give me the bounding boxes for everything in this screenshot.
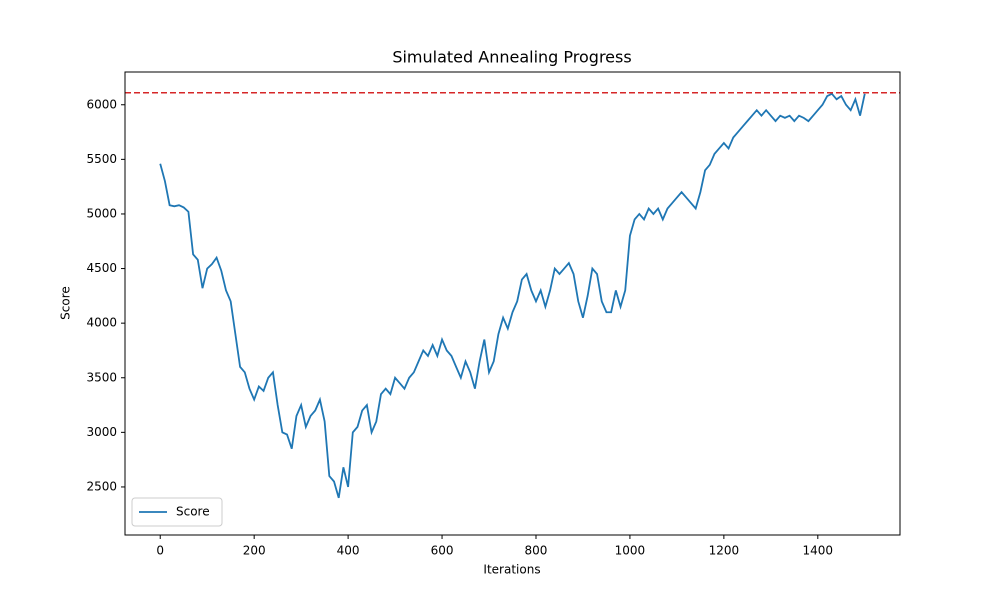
y-tick-label: 4000 xyxy=(86,316,117,330)
y-axis-label: Score xyxy=(59,286,73,320)
chart-title: Simulated Annealing Progress xyxy=(392,48,631,67)
x-tick-label: 1400 xyxy=(803,544,834,558)
x-tick-label: 200 xyxy=(243,544,266,558)
x-tick-label: 400 xyxy=(337,544,360,558)
x-tick-label: 1200 xyxy=(709,544,740,558)
y-tick-label: 4500 xyxy=(86,261,117,275)
y-tick-label: 3000 xyxy=(86,425,117,439)
x-tick-label: 1000 xyxy=(615,544,646,558)
y-tick-label: 5500 xyxy=(86,152,117,166)
data-line xyxy=(159,92,866,499)
x-axis-label: Iterations xyxy=(483,563,540,577)
y-tick-label: 5000 xyxy=(86,206,117,220)
legend-box xyxy=(131,497,223,527)
y-tick-label: 3500 xyxy=(86,370,117,384)
x-tick-label: 800 xyxy=(525,544,548,558)
x-tick-label: 0 xyxy=(156,544,164,558)
x-tick-label: 600 xyxy=(431,544,454,558)
y-tick-label: 2500 xyxy=(86,479,117,493)
plot-frame xyxy=(124,71,901,536)
y-tick-label: 6000 xyxy=(86,97,117,111)
legend-label: Score xyxy=(176,505,210,519)
